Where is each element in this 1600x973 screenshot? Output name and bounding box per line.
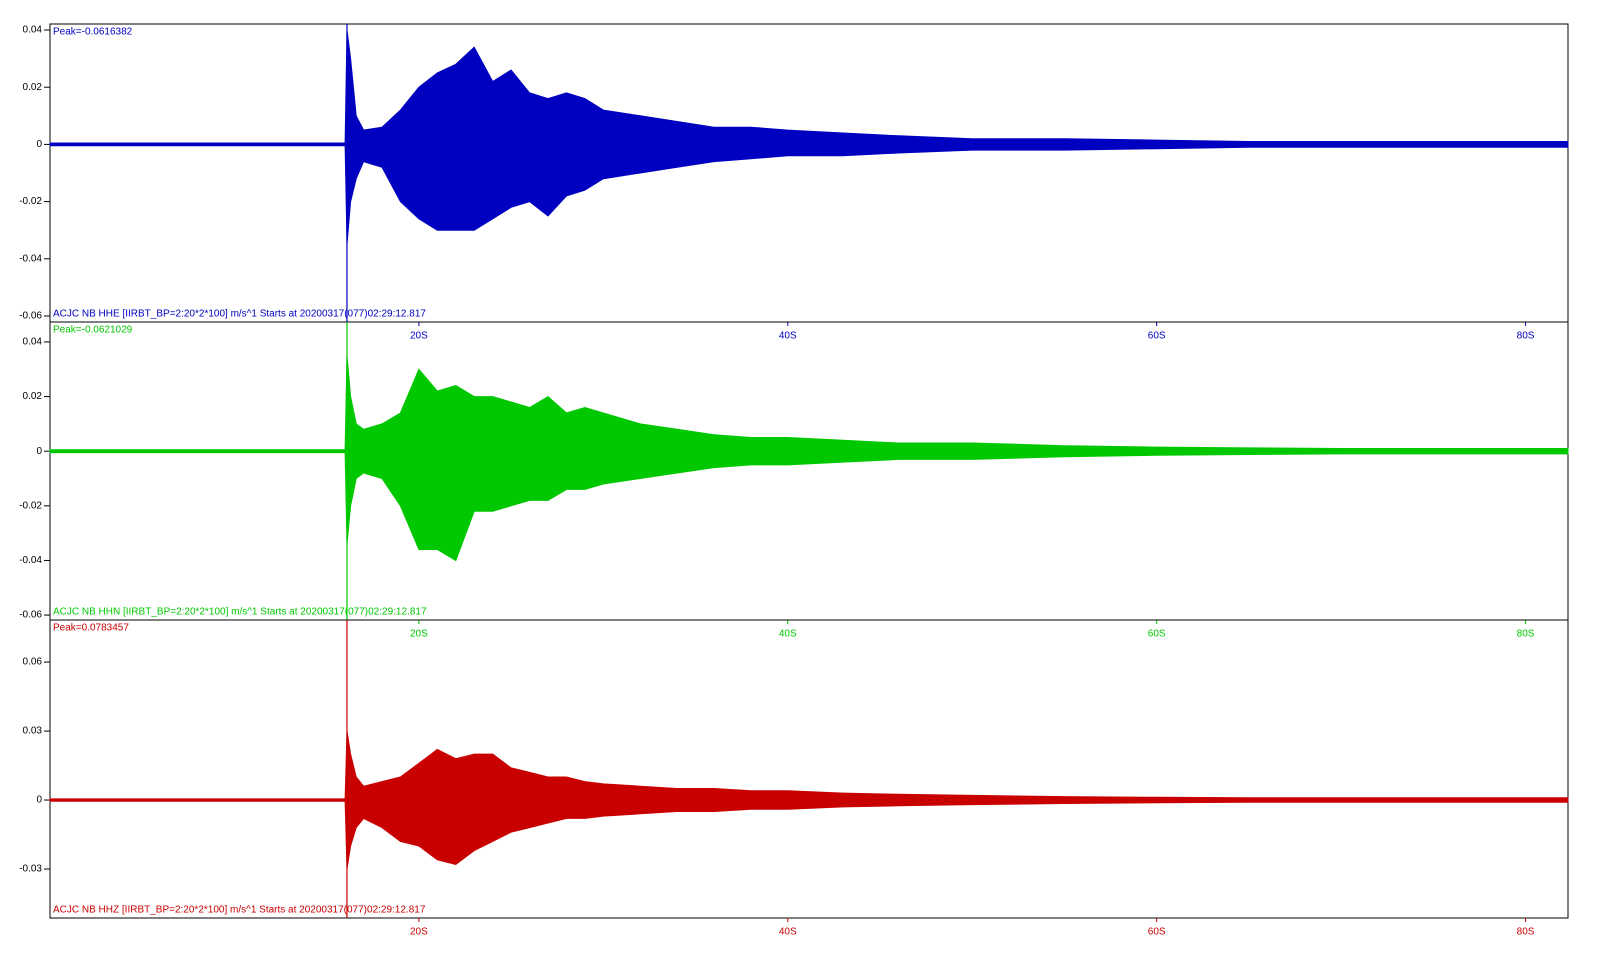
- y-tick-label: 0.06: [23, 657, 43, 668]
- x-tick-label: 40S: [779, 629, 797, 640]
- y-tick-label: 0.04: [23, 337, 43, 348]
- peak-label: Peak=0.0783457: [53, 623, 129, 634]
- x-tick-label: 80S: [1517, 629, 1535, 640]
- peak-label: Peak=-0.0616382: [53, 27, 133, 38]
- y-tick-label: 0.02: [23, 391, 43, 402]
- x-tick-label: 60S: [1148, 331, 1166, 342]
- y-tick-label: 0.03: [23, 726, 43, 737]
- station-label: ACJC NB HHN [IIRBT_BP=2:20*2*100] m/s^1 …: [53, 607, 427, 618]
- x-tick-label: 80S: [1517, 331, 1535, 342]
- panel-frame: [49, 321, 1569, 621]
- waveform: [49, 731, 1569, 870]
- x-tick-label: 40S: [779, 927, 797, 938]
- y-tick-label: -0.04: [19, 555, 42, 566]
- y-tick-label: 0.04: [23, 25, 43, 36]
- waveform: [49, 29, 1569, 245]
- y-tick-label: -0.06: [19, 610, 42, 621]
- y-tick-label: 0: [36, 795, 42, 806]
- peak-label: Peak=-0.0621029: [53, 325, 133, 336]
- x-tick-label: 40S: [779, 331, 797, 342]
- x-tick-label: 60S: [1148, 629, 1166, 640]
- waveform: [49, 355, 1569, 562]
- x-tick-label: 60S: [1148, 927, 1166, 938]
- y-tick-label: -0.02: [19, 196, 42, 207]
- y-tick-label: 0: [36, 446, 42, 457]
- y-tick-label: -0.03: [19, 864, 42, 875]
- panel-frame: [49, 619, 1569, 919]
- station-label: ACJC NB HHE [IIRBT_BP=2:20*2*100] m/s^1 …: [53, 309, 426, 320]
- y-tick-label: -0.06: [19, 311, 42, 322]
- y-tick-label: 0.02: [23, 82, 43, 93]
- x-tick-label: 20S: [410, 927, 428, 938]
- station-label: ACJC NB HHZ [IIRBT_BP=2:20*2*100] m/s^1 …: [53, 905, 426, 916]
- x-tick-label: 20S: [410, 331, 428, 342]
- panel-frame: [49, 23, 1569, 323]
- y-tick-label: -0.04: [19, 253, 42, 264]
- y-tick-label: -0.02: [19, 500, 42, 511]
- x-tick-label: 20S: [410, 629, 428, 640]
- x-tick-label: 80S: [1517, 927, 1535, 938]
- y-tick-label: 0: [36, 139, 42, 150]
